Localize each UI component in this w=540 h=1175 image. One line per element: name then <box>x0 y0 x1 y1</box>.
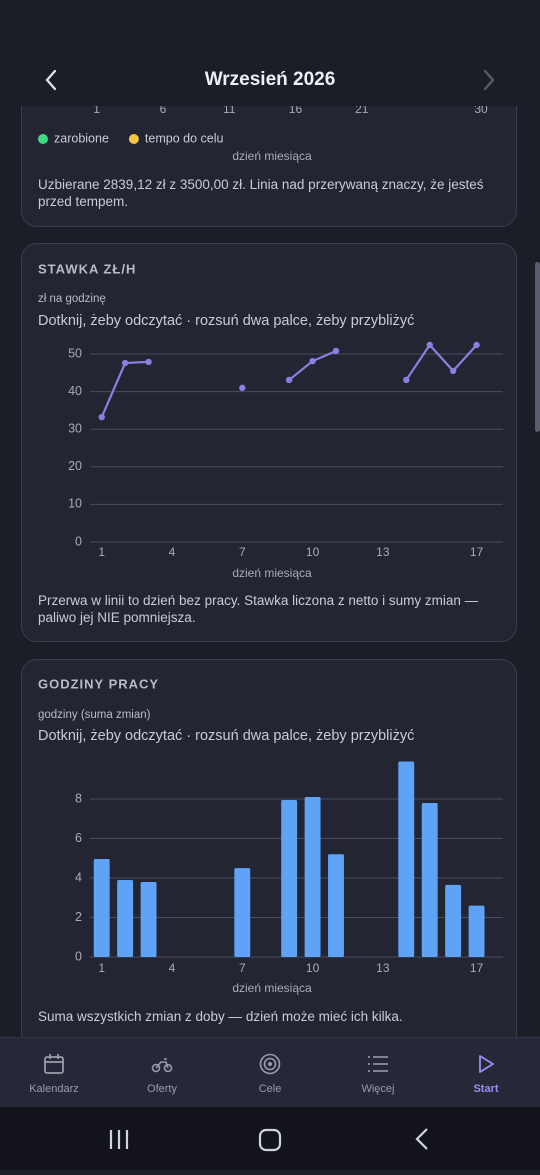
chart-title: GODZINY PRACY <box>38 676 159 691</box>
x-tick-label: 7 <box>239 545 246 559</box>
bottom-nav: Kalendarz Oferty Cele Więcej Start <box>0 1037 540 1107</box>
bar <box>398 761 415 957</box>
x-tick-label: 1 <box>98 961 105 975</box>
nav-label: Kalendarz <box>29 1083 79 1095</box>
rate-point <box>285 376 293 384</box>
x-tick-label: 7 <box>239 961 246 975</box>
y-tick-label: 8 <box>75 791 82 805</box>
back-button[interactable] <box>40 68 64 92</box>
y-tick-label: 50 <box>68 346 82 360</box>
caption: Suma wszystkich zmian z doby — dzień moż… <box>38 1009 403 1024</box>
y-tick-label: 40 <box>68 384 82 398</box>
rate-point <box>426 341 433 349</box>
x-axis-label: dzień miesiąca <box>232 566 312 580</box>
y-tick-label: 0 <box>75 949 82 963</box>
chart-title: STAWKA ZŁ/H <box>38 261 136 276</box>
nav-item[interactable]: Oferty <box>108 1038 216 1108</box>
legend-label: tempo do celu <box>145 131 224 145</box>
icon <box>259 1053 281 1075</box>
bar <box>281 799 298 957</box>
rate-point <box>449 367 457 375</box>
nav-item[interactable]: Kalendarz <box>0 1038 108 1108</box>
nav-label: Start <box>473 1083 499 1095</box>
y-tick-label: 2 <box>75 910 82 924</box>
system-nav <box>0 1107 540 1170</box>
hint: Dotknij, żeby odczytać · rozsuń dwa palc… <box>38 313 414 329</box>
bar <box>445 884 462 957</box>
nav-item[interactable]: Cele <box>216 1038 324 1108</box>
caption: Uzbierane 2839,12 zł z 3500,00 zł. Linia… <box>38 177 484 209</box>
x-tick-label: 1 <box>93 102 100 116</box>
x-tick-label: 17 <box>470 961 484 975</box>
x-tick-label: 17 <box>470 545 484 559</box>
nav-label: Więcej <box>361 1083 395 1095</box>
bar <box>117 879 134 957</box>
nav-item-active[interactable]: Start <box>432 1038 540 1108</box>
x-tick-label: 13 <box>376 961 390 975</box>
hint: Dotknij, żeby odczytać · rozsuń dwa palc… <box>38 728 414 744</box>
y-tick-label: 6 <box>75 831 82 845</box>
bar <box>328 854 344 957</box>
icon <box>44 1054 64 1074</box>
rate-point <box>332 347 340 355</box>
y-tick-label: 0 <box>75 534 82 548</box>
x-tick-label: 13 <box>376 545 390 559</box>
y-tick-label: 4 <box>75 870 82 884</box>
rate-point <box>473 341 480 349</box>
icon <box>479 1055 494 1073</box>
nav-label: Oferty <box>147 1083 177 1095</box>
rate-point <box>98 413 105 421</box>
legend-label: zarobione <box>54 131 109 145</box>
header: Wrzesień 2026 <box>0 0 540 106</box>
rate-point <box>121 359 129 367</box>
rate-point <box>145 358 152 366</box>
bar <box>468 905 485 957</box>
bar <box>421 802 438 957</box>
bar <box>304 797 321 957</box>
nav-label: Cele <box>258 1083 282 1095</box>
rate-point <box>239 384 246 392</box>
rate-point <box>309 357 316 365</box>
y-axis-label: godziny (suma zmian) <box>38 709 151 721</box>
rate-card <box>21 243 517 642</box>
x-tick-label: 1 <box>98 545 105 559</box>
rate-point <box>403 376 410 384</box>
x-tick-label: 4 <box>169 545 176 559</box>
x-axis-label: dzień miesiąca <box>232 149 312 163</box>
bar <box>140 881 157 957</box>
bar <box>93 859 110 957</box>
y-tick-label: 30 <box>68 421 82 435</box>
x-tick-label: 4 <box>169 961 176 975</box>
bar <box>234 868 251 957</box>
x-axis-label: dzień miesiąca <box>232 981 312 995</box>
x-tick-label: 6 <box>160 102 167 116</box>
legend-swatch <box>128 134 139 144</box>
system-buttons <box>109 1128 428 1152</box>
legend-swatch <box>38 134 48 144</box>
y-tick-label: 10 <box>68 497 82 511</box>
y-tick-label: 20 <box>68 459 82 473</box>
caption: Przerwa w linii to dzień bez pracy. Staw… <box>38 593 479 625</box>
month-title: Wrzesień 2026 <box>204 69 336 90</box>
next-button[interactable] <box>476 68 500 92</box>
y-axis-label: zł na godzinę <box>38 293 106 305</box>
x-tick-label: 10 <box>306 545 320 559</box>
nav-item[interactable]: Więcej <box>324 1038 432 1108</box>
icon <box>368 1056 388 1072</box>
scrollbar <box>535 262 540 432</box>
x-tick-label: 10 <box>306 961 320 975</box>
icon <box>151 1058 173 1073</box>
